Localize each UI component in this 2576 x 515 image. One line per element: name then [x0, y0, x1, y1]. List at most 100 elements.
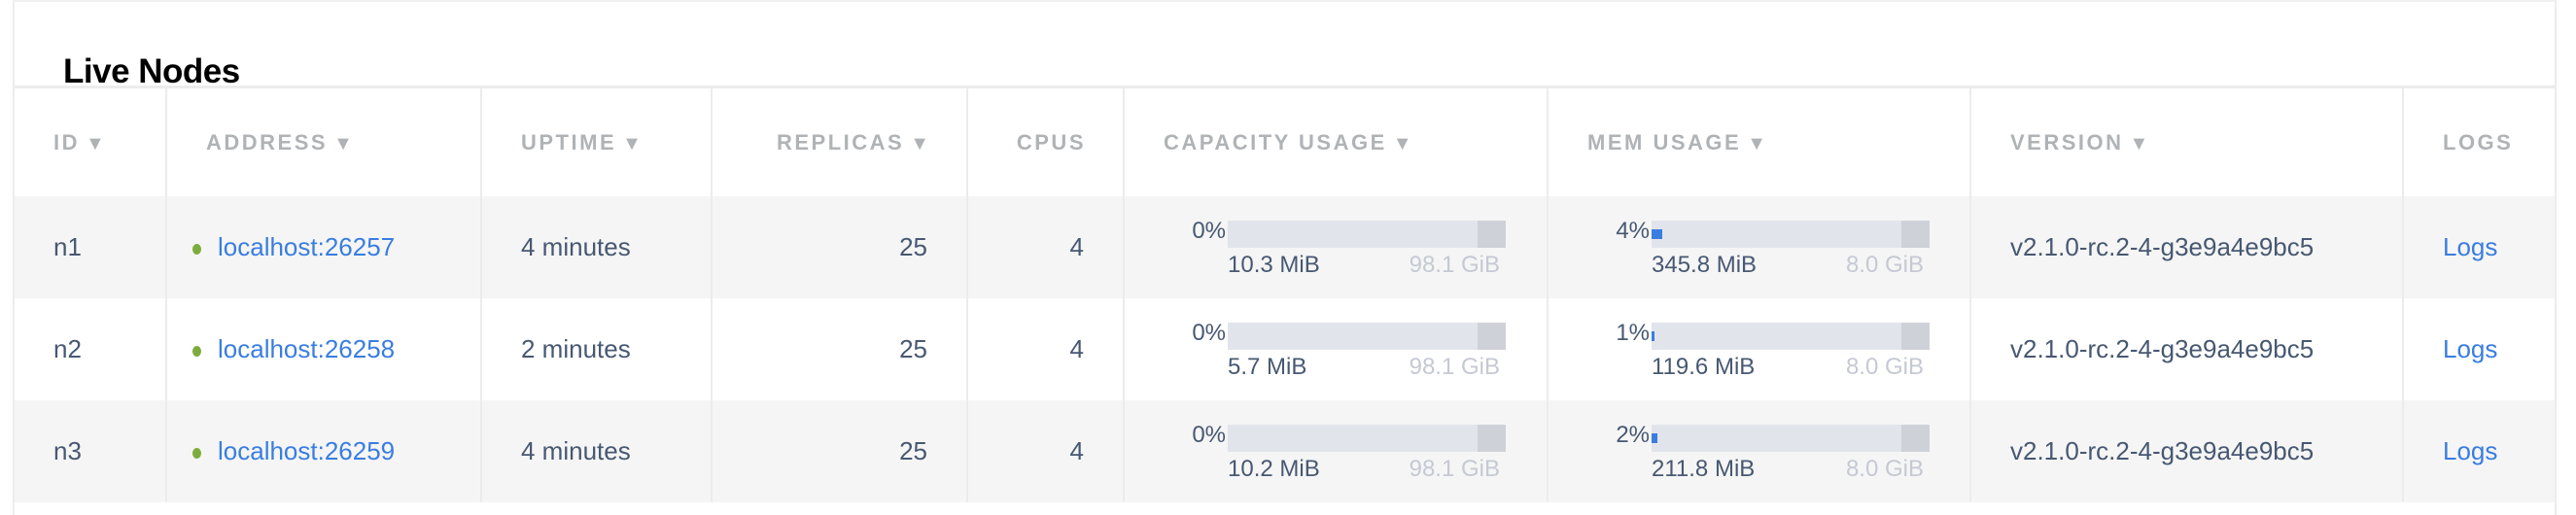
capacity-usage-cell: 0% 5.7 MiB 98.1 GiB [1123, 298, 1548, 400]
mem-used: 119.6 MiB [1652, 354, 1756, 380]
column-header-label: CPUS [1016, 129, 1086, 154]
replicas: 25 [711, 400, 967, 502]
column-header-cpus: CPUS [966, 88, 1124, 196]
uptime: 4 minutes [480, 400, 712, 502]
capacity-used: 5.7 MiB [1228, 354, 1307, 380]
column-header-label: LOGS [2443, 129, 2514, 154]
column-header-label: VERSION [2010, 129, 2124, 154]
capacity-percent: 0% [1192, 218, 1226, 244]
live-status-dot-icon [192, 243, 201, 255]
mem-usage-bar-end [1901, 221, 1930, 248]
table-row: n2 localhost:26258 2 minutes 25 4 0% 5.7… [15, 298, 2555, 400]
mem-usage-cell: 1% 119.6 MiB 8.0 GiB [1547, 298, 1970, 400]
mem-used: 211.8 MiB [1652, 456, 1756, 482]
cpus: 4 [966, 298, 1124, 400]
mem-percent: 2% [1616, 422, 1650, 448]
mem-usage-fill [1652, 229, 1663, 239]
node-id: n3 [15, 400, 166, 502]
uptime: 2 minutes [480, 298, 712, 400]
sort-arrow-icon[interactable]: ▼ [910, 132, 929, 154]
column-header-replicas[interactable]: REPLICAS ▼ [711, 88, 967, 196]
mem-percent: 4% [1616, 218, 1650, 244]
mem-total: 8.0 GiB [1845, 252, 1924, 278]
node-id: n2 [53, 334, 82, 363]
capacity-usage-bar [1228, 425, 1506, 452]
sort-arrow-icon[interactable]: ▼ [1747, 132, 1766, 154]
sort-arrow-icon[interactable]: ▼ [622, 132, 642, 154]
node-address-link[interactable]: localhost:26258 [218, 334, 396, 363]
table-header-row: ID ▼ ADDRESS ▼ UPTIME ▼ REPLICAS ▼ CPUS CAPACITY … [15, 88, 2555, 196]
column-header-address[interactable]: ADDRESS ▼ [165, 88, 481, 196]
mem-used: 345.8 MiB [1652, 252, 1758, 278]
capacity-usage-bar-end [1478, 323, 1506, 350]
nodes-table: ID ▼ ADDRESS ▼ UPTIME ▼ REPLICAS ▼ CPUS CAPACITY … [15, 88, 2555, 502]
address-cell: localhost:26257 [165, 196, 481, 298]
column-header-label: MEM USAGE [1587, 129, 1742, 154]
mem-total: 8.0 GiB [1845, 354, 1924, 380]
live-status-dot-icon [192, 345, 201, 357]
capacity-total: 98.1 GiB [1409, 456, 1500, 482]
mem-usage-fill [1652, 433, 1657, 443]
capacity-used: 10.3 MiB [1228, 252, 1320, 278]
capacity-usage-bar-end [1478, 221, 1506, 248]
column-header-mem-usage[interactable]: MEM USAGE ▼ [1547, 88, 1970, 196]
mem-usage-bar [1652, 221, 1930, 248]
capacity-percent: 0% [1192, 320, 1226, 346]
sort-arrow-icon[interactable]: ▼ [86, 132, 105, 154]
mem-usage-bar [1652, 425, 1930, 452]
mem-usage-bar [1652, 323, 1930, 350]
mem-usage-cell: 2% 211.8 MiB 8.0 GiB [1547, 400, 1970, 502]
capacity-usage-bar [1228, 221, 1506, 248]
mem-percent: 1% [1616, 320, 1650, 346]
column-header-label: CAPACITY USAGE [1164, 129, 1387, 154]
sort-arrow-icon[interactable]: ▼ [333, 132, 353, 154]
mem-usage-cell: 4% 345.8 MiB 8.0 GiB [1547, 196, 1970, 298]
capacity-total: 98.1 GiB [1409, 354, 1500, 380]
logs-cell: Logs [2402, 298, 2555, 400]
node-id: n1 [15, 196, 166, 298]
capacity-used: 10.2 MiB [1228, 456, 1320, 482]
address-cell: localhost:26259 [165, 400, 481, 502]
logs-link[interactable]: Logs [2443, 334, 2498, 363]
live-nodes-panel: Live Nodes ID ▼ ADDRESS ▼ UPTIME ▼ REPLICAS ▼ CP… [13, 0, 2557, 515]
column-header-version[interactable]: VERSION ▼ [1969, 88, 2403, 196]
version: v2.1.0-rc.2-4-g3e9a4e9bc5 [1969, 298, 2403, 400]
cpus: 4 [966, 400, 1124, 502]
node-address-link[interactable]: localhost:26259 [218, 436, 396, 465]
capacity-usage-bar-end [1478, 425, 1506, 452]
version: v2.1.0-rc.2-4-g3e9a4e9bc5 [1969, 196, 2403, 298]
column-header-id[interactable]: ID ▼ [15, 88, 166, 196]
column-header-label: ID [53, 129, 80, 154]
column-header-label: REPLICAS [776, 129, 905, 154]
node-address-link[interactable]: localhost:26257 [218, 232, 396, 261]
column-header-uptime[interactable]: UPTIME ▼ [480, 88, 712, 196]
column-header-label: ADDRESS [206, 129, 329, 154]
table-row: n1 localhost:26257 4 minutes 25 4 0% 10.… [15, 196, 2555, 298]
logs-link[interactable]: Logs [2443, 436, 2498, 465]
uptime: 4 minutes [480, 196, 712, 298]
replicas: 25 [711, 196, 967, 298]
sort-arrow-icon[interactable]: ▼ [1392, 132, 1412, 154]
table-row: n3 localhost:26259 4 minutes 25 4 0% 10.… [15, 400, 2555, 502]
address-cell: localhost:26258 [165, 298, 481, 400]
column-header-capacity-usage[interactable]: CAPACITY USAGE ▼ [1123, 88, 1548, 196]
capacity-total: 98.1 GiB [1409, 252, 1500, 278]
sort-arrow-icon[interactable]: ▼ [2129, 132, 2149, 154]
logs-cell: Logs [2402, 196, 2555, 298]
mem-total: 8.0 GiB [1845, 456, 1924, 482]
logs-link[interactable]: Logs [2443, 232, 2498, 261]
divider [15, 86, 2555, 88]
cpus: 4 [966, 196, 1124, 298]
capacity-usage-cell: 0% 10.2 MiB 98.1 GiB [1123, 400, 1548, 502]
page-title: Live Nodes [63, 52, 240, 90]
column-header-label: UPTIME [521, 129, 617, 154]
column-header-logs: LOGS [2402, 88, 2555, 196]
mem-usage-fill [1652, 331, 1654, 341]
live-status-dot-icon [192, 447, 201, 459]
replicas: 25 [711, 298, 967, 400]
capacity-usage-cell: 0% 10.3 MiB 98.1 GiB [1123, 196, 1548, 298]
mem-usage-bar-end [1901, 425, 1930, 452]
logs-cell: Logs [2402, 400, 2555, 502]
capacity-percent: 0% [1192, 422, 1226, 448]
version: v2.1.0-rc.2-4-g3e9a4e9bc5 [1969, 400, 2403, 502]
